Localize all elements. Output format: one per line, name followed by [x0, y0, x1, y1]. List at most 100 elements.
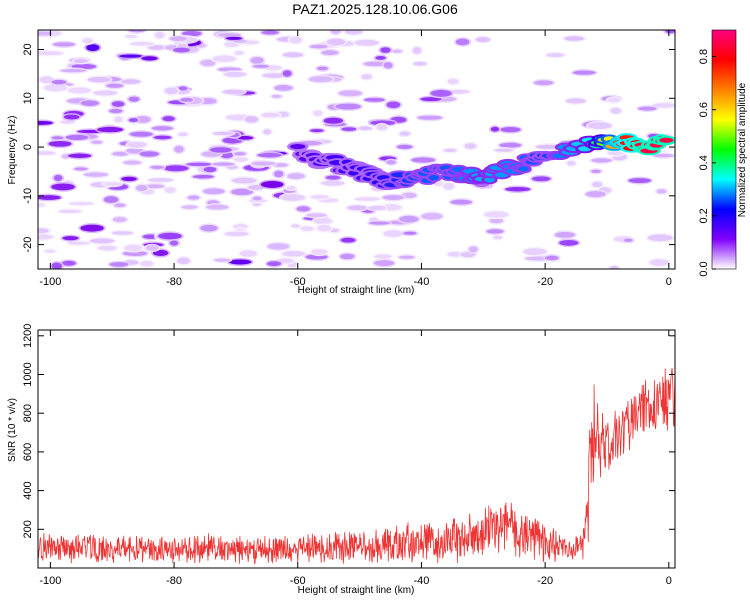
ridge-cell	[518, 166, 529, 172]
spectrogram-cell	[200, 59, 216, 67]
spectrogram-cell	[162, 116, 175, 122]
spectrogram-cell	[565, 98, 586, 104]
spectrogram-cell	[535, 144, 562, 149]
spectrogram-cell	[340, 253, 355, 260]
spectrogram-cell	[361, 74, 372, 80]
spectrogram-cell	[330, 30, 341, 35]
spectrogram-cell	[182, 30, 202, 37]
spectrogram-cell	[112, 216, 127, 223]
spectrogram-cell	[48, 140, 72, 147]
y-tick-label: 20	[22, 43, 34, 55]
spectrogram-cell	[392, 49, 402, 53]
spectrogram-cell	[111, 101, 125, 107]
spectrogram-cell	[250, 56, 264, 64]
spectrogram-cell	[97, 126, 124, 133]
spectrogram-cell	[128, 30, 146, 33]
spectrogram-cell	[231, 177, 257, 184]
x-tick-label: 0	[666, 276, 672, 288]
spectrogram-cell	[67, 241, 90, 245]
spectrogram-cell	[106, 83, 124, 88]
spectrogram-cell	[38, 31, 53, 36]
spectrogram-cell	[308, 76, 333, 83]
colorbar-ticks: 0.0 0.2 0.4 0.6 0.8	[698, 49, 716, 277]
spectrogram-cell	[368, 205, 386, 211]
spectrogram-cell	[163, 165, 189, 172]
spectrogram-cell	[430, 89, 452, 97]
y-tick-label: -10	[22, 188, 34, 204]
spectrogram-cell	[261, 112, 280, 118]
spectrogram-cell	[257, 152, 282, 158]
spectrogram-x-axis-title: Height of straight line (km)	[298, 285, 415, 296]
spectrogram-cell	[82, 38, 93, 44]
spectrogram-cell	[399, 215, 419, 223]
spectrogram-cell	[649, 259, 669, 266]
spectrogram-cell	[335, 103, 362, 110]
ridge-cell	[428, 175, 439, 181]
colorbar-gradient	[712, 30, 736, 269]
x-tick-label: -40	[413, 575, 429, 587]
spectrogram-cell	[153, 135, 172, 140]
spectrogram-cell	[323, 117, 343, 124]
spectrogram-cell	[310, 129, 324, 133]
spectrogram-cell	[468, 246, 478, 253]
spectrogram-cell	[585, 191, 606, 198]
spectrogram-cell	[128, 118, 139, 123]
spectrogram-cell	[286, 186, 296, 190]
spectrogram-cell	[263, 129, 272, 135]
colorbar-title: Normalized spectral amplitude	[737, 82, 748, 217]
spectrogram-cell	[91, 140, 103, 144]
spectrogram-cell	[559, 239, 579, 246]
spectrogram-cell	[206, 204, 229, 210]
spectrogram-cell	[192, 174, 214, 179]
spectrogram-cell	[93, 90, 118, 96]
snr-x-ticks: -100 -80 -60 -40 -20 0	[39, 330, 672, 587]
spectrogram-cell	[38, 203, 45, 207]
spectrogram-cell	[313, 110, 323, 116]
spectrogram-cell	[154, 31, 165, 39]
spectrogram-cell	[158, 232, 182, 240]
spectrogram-cell	[443, 182, 455, 190]
spectrogram-cell	[214, 258, 231, 262]
spectrogram-cell	[239, 250, 257, 257]
spectrogram-cell	[607, 97, 621, 103]
spectrogram-cell	[103, 196, 119, 204]
spectrogram-cell	[83, 172, 108, 177]
spectrogram-y-axis-title: Frequency (Hz)	[7, 116, 18, 185]
y-tick-label: 10	[22, 92, 34, 104]
spectrogram-cell	[51, 136, 64, 140]
spectrogram-cell	[300, 226, 314, 231]
ridge-cell	[484, 177, 495, 183]
spectrogram-cell	[225, 36, 243, 40]
snr-frame	[37, 329, 676, 569]
spectrogram-cell	[380, 47, 391, 53]
spectrogram-cell	[607, 151, 624, 156]
spectrogram-cell	[173, 47, 191, 53]
spectrogram-cell	[129, 131, 153, 137]
spectrogram-cell	[364, 97, 385, 102]
spectrogram-cell	[169, 36, 188, 42]
snr-series-line	[38, 368, 675, 565]
y-tick-label: 400	[22, 481, 34, 499]
spectrogram-cell	[130, 42, 154, 46]
spectrogram-cell	[80, 224, 104, 232]
spectrogram-cell	[87, 76, 111, 83]
spectrogram-cell	[417, 115, 443, 120]
spectrogram-cell	[186, 162, 212, 166]
spectrogram-cell	[375, 55, 386, 60]
spectrogram-cell	[145, 245, 159, 251]
colorbar-tick-label: 0.2	[698, 208, 710, 223]
colorbar: 0.0 0.2 0.4 0.6 0.8 Normalized spectral ampl…	[698, 29, 748, 277]
x-tick-label: -100	[39, 276, 61, 288]
spectrogram-cell	[412, 47, 422, 55]
spectrogram-cell	[358, 126, 373, 131]
spectrogram-cell	[51, 183, 75, 191]
x-tick-label: -20	[537, 575, 553, 587]
spectrogram-cell	[280, 194, 306, 201]
spectrogram-cell	[326, 38, 346, 46]
spectrogram-cell	[136, 185, 148, 192]
spectrogram-cell	[89, 238, 115, 244]
spectrogram-cell	[486, 229, 504, 234]
spectrogram-cell	[121, 176, 137, 182]
spectrogram-cell	[566, 160, 576, 166]
